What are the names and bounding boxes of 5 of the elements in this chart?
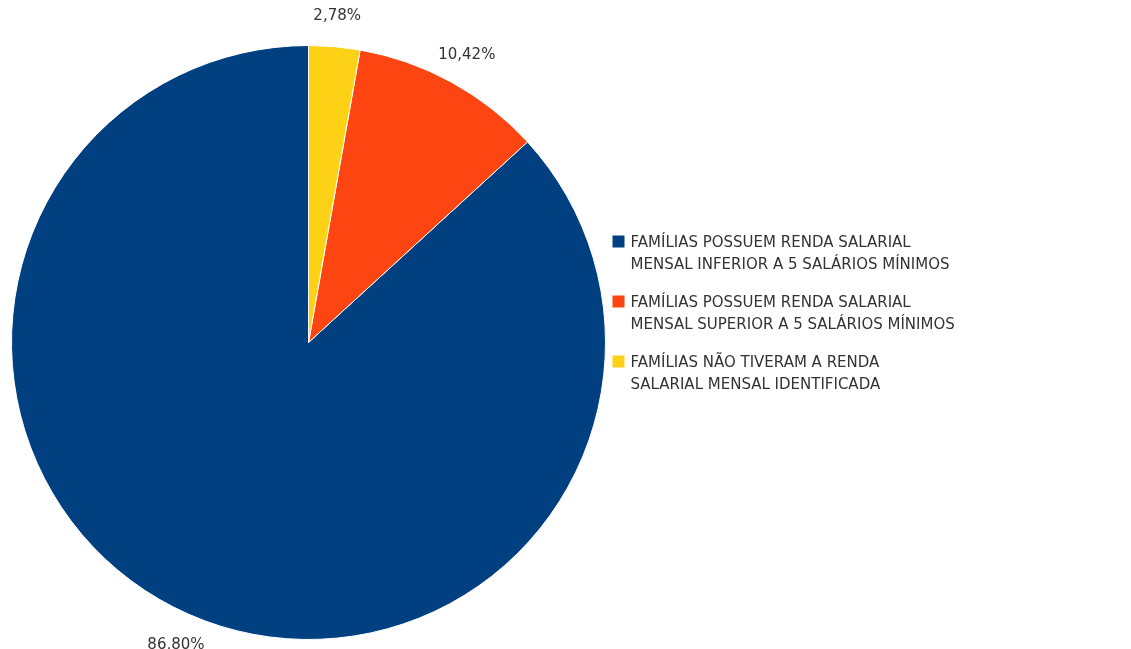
legend-label: FAMÍLIAS POSSUEM RENDA SALARIAL MENSAL SUPERIOR A 5 SALÁRIOS MÍNIMOS: [630, 291, 955, 333]
legend-label: FAMÍLIAS POSSUEM RENDA SALARIAL MENSAL INFERIOR A 5 SALÁRIOS MÍNIMOS: [630, 231, 950, 273]
data-label: 2,78%: [313, 5, 362, 24]
legend-label: FAMÍLIAS NÃO TIVERAM A RENDA SALARIAL MENSAL IDENTIFICADA: [630, 351, 881, 393]
data-label: 10,42%: [438, 45, 496, 64]
